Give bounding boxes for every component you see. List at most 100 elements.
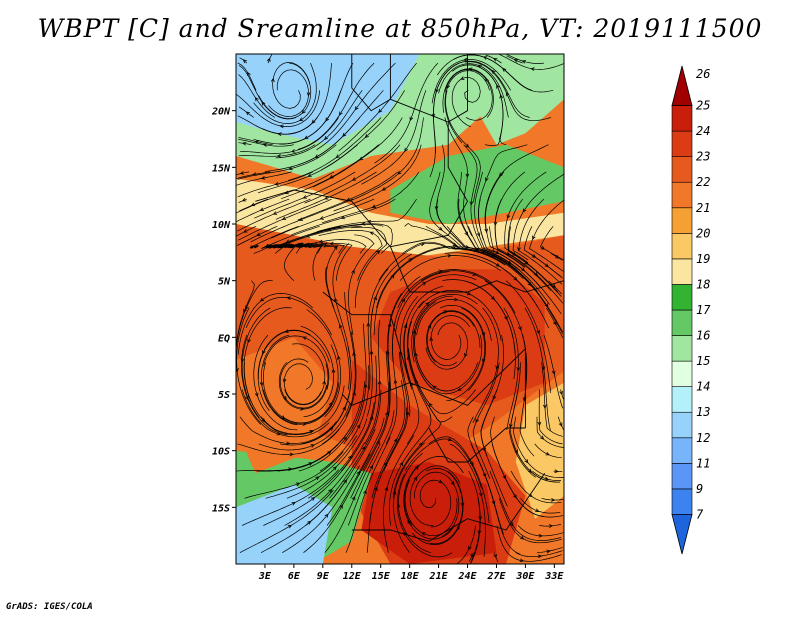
streamline-arrow — [504, 315, 508, 321]
streamline-arrow — [240, 358, 245, 363]
streamline-arrow — [352, 351, 356, 356]
streamline-arrow — [499, 172, 503, 177]
streamline — [282, 344, 339, 424]
streamline-arrow — [259, 207, 264, 211]
streamline — [238, 293, 314, 355]
streamline — [393, 442, 426, 553]
streamline-arrow — [351, 496, 356, 501]
streamline — [260, 334, 298, 426]
streamline-arrow — [369, 415, 374, 420]
streamline-arrow — [421, 532, 426, 536]
streamline-arrow — [495, 365, 500, 370]
streamline-arrow — [502, 67, 507, 72]
colorbar-label: 15 — [696, 354, 710, 368]
colorbar-label: 13 — [696, 405, 710, 419]
streamline-arrow — [327, 450, 332, 455]
streamline — [550, 253, 563, 261]
streamline — [297, 171, 398, 221]
streamline-arrow — [401, 298, 405, 303]
streamline-arrow — [385, 411, 389, 416]
streamline — [465, 253, 549, 329]
streamline — [236, 90, 321, 127]
streamline — [283, 363, 322, 405]
streamline-arrow — [548, 524, 554, 528]
streamline-arrow — [544, 476, 549, 481]
streamline-arrow — [387, 322, 392, 327]
country-border — [351, 54, 391, 112]
streamline-arrow — [450, 481, 455, 486]
streamline-arrow — [428, 402, 433, 407]
colorbar-label: 9 — [696, 482, 703, 496]
colorbar-label: 20 — [696, 226, 710, 240]
streamline — [243, 307, 292, 402]
streamline — [496, 525, 562, 562]
streamline — [411, 293, 478, 363]
country-border — [390, 122, 469, 248]
streamline-arrow — [403, 323, 408, 329]
streamline — [404, 480, 458, 537]
colorbar-swatch — [671, 463, 693, 490]
streamline-arrow — [351, 269, 355, 274]
streamline — [238, 198, 332, 241]
streamline-arrow — [360, 222, 366, 226]
streamline-arrow — [478, 516, 483, 521]
colorbar-label: 21 — [696, 201, 710, 215]
streamline-arrow — [495, 250, 500, 254]
colorbar-label: 19 — [696, 252, 710, 266]
streamline — [412, 470, 464, 545]
streamline — [239, 198, 269, 212]
streamline — [275, 171, 377, 220]
streamline-arrow — [284, 329, 289, 333]
streamline-arrow — [310, 444, 315, 448]
streamline-arrow — [502, 475, 506, 480]
streamline — [421, 270, 516, 314]
streamline-arrow — [530, 67, 535, 71]
streamline-arrow — [517, 247, 521, 252]
streamline — [374, 62, 439, 164]
colorbar-label: 17 — [696, 303, 711, 317]
streamline — [329, 389, 382, 499]
streamline-arrow — [513, 59, 519, 63]
streamline-arrow — [408, 258, 413, 262]
streamline — [258, 403, 351, 451]
colorbar-arrow-low — [671, 514, 693, 555]
streamline-arrow — [453, 297, 459, 302]
streamline — [407, 320, 453, 423]
field-region — [515, 382, 564, 519]
streamline-arrow — [329, 174, 334, 179]
streamline-arrow — [378, 108, 383, 113]
streamline — [319, 365, 370, 472]
streamline-arrow — [535, 508, 540, 513]
streamline-arrow — [272, 211, 278, 215]
streamline — [485, 171, 526, 268]
wbpt-field — [236, 54, 564, 564]
streamline — [236, 198, 290, 223]
streamline-arrow — [261, 101, 266, 106]
streamline-arrow — [425, 302, 430, 307]
y-tick-label: 10S — [212, 447, 230, 458]
streamline — [376, 246, 462, 308]
streamline — [245, 296, 333, 336]
streamline — [364, 320, 381, 445]
streamline — [345, 436, 391, 553]
streamline-arrow — [463, 57, 468, 62]
streamline-arrow — [351, 177, 357, 181]
streamline-arrow — [369, 231, 374, 236]
streamline-arrow — [537, 554, 543, 559]
streamline-arrow — [259, 297, 265, 302]
streamline — [333, 144, 422, 212]
streamline-arrow — [276, 153, 282, 158]
streamline-arrow — [281, 415, 286, 420]
streamline-arrow — [377, 380, 382, 385]
streamline — [387, 293, 403, 417]
streamline — [237, 62, 257, 91]
y-tick-label: 10N — [212, 220, 231, 231]
colorbar-label: 14 — [696, 380, 710, 394]
streamline-arrow — [551, 498, 556, 502]
streamline — [268, 225, 342, 249]
streamline — [465, 61, 551, 122]
colorbar-label: 11 — [696, 456, 710, 470]
streamline-arrow — [468, 545, 472, 551]
streamline-arrow — [339, 504, 343, 509]
